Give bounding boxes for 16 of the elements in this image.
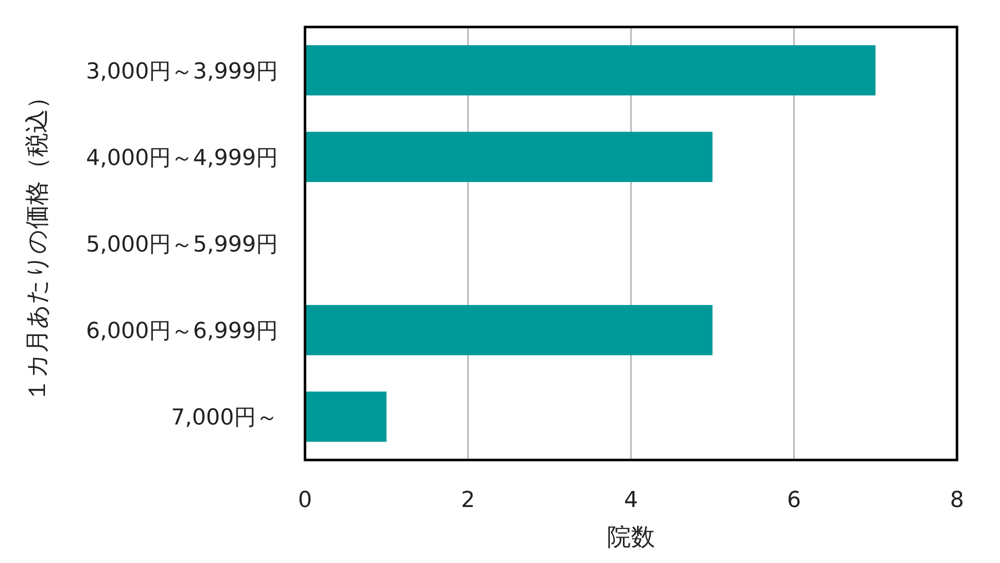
bar: [305, 132, 712, 182]
y-tick-label: 7,000円～: [171, 406, 278, 431]
bar: [305, 392, 386, 442]
x-tick-label: 4: [624, 488, 638, 513]
y-axis-title: １カ月あたりの価格（税込）: [23, 85, 51, 402]
bar: [305, 45, 876, 96]
y-tick-label: 4,000円～4,999円: [86, 146, 278, 171]
x-tick-label: 6: [787, 488, 801, 513]
x-axis-title: 院数: [607, 523, 655, 551]
x-tick-label: 0: [298, 488, 312, 513]
y-tick-label: 5,000円～5,999円: [86, 232, 278, 258]
x-tick-label: 8: [950, 488, 964, 513]
y-tick-label: 6,000円～6,999円: [86, 319, 278, 344]
bar: [305, 304, 712, 356]
y-tick-label: 3,000円～3,999円: [86, 59, 278, 84]
x-tick-label: 2: [461, 488, 475, 513]
